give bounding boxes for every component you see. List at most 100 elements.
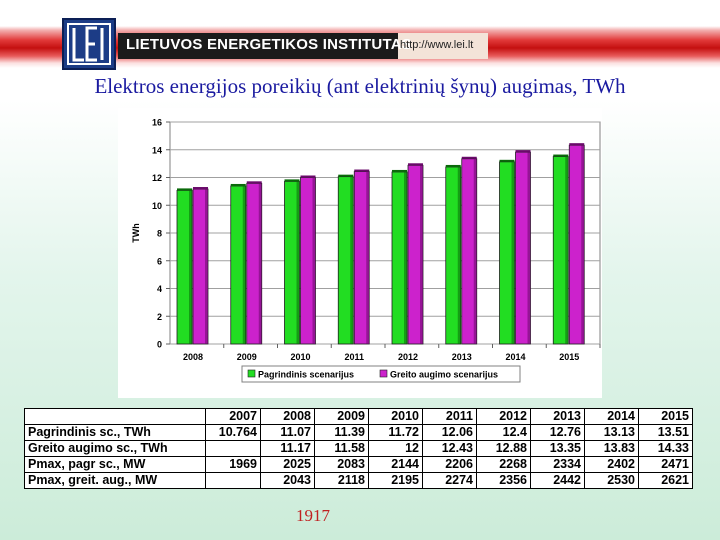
table-cell: 2009 — [314, 408, 369, 425]
bar-shade — [350, 176, 354, 344]
y-tick-label: 2 — [157, 312, 162, 322]
table-cell: 11.58 — [314, 440, 369, 457]
table-cell: 2530 — [584, 472, 639, 489]
bar-shade — [473, 158, 477, 344]
table-cell: 11.72 — [368, 424, 423, 441]
table-cell: 2083 — [314, 456, 369, 473]
y-tick-label: 4 — [157, 284, 162, 294]
table-cell: 2007 — [205, 408, 261, 425]
y-tick-label: 0 — [157, 340, 162, 350]
bar-top — [569, 143, 585, 146]
institute-logo — [62, 18, 116, 70]
y-tick-label: 8 — [157, 229, 162, 239]
bar-shade — [527, 152, 531, 344]
bar-top — [338, 174, 354, 177]
banner-name-strip — [118, 33, 398, 59]
bar-top — [408, 163, 423, 166]
table-body: 2007 2008 2009 2010 2011 2012 2013 2014 2015 Pagr… — [24, 408, 693, 489]
x-tick-label: 2014 — [505, 352, 525, 362]
y-tick-label: 16 — [152, 118, 162, 128]
table-cell: 2621 — [638, 472, 693, 489]
bar-shade — [511, 161, 515, 344]
bar-shade — [366, 171, 370, 344]
bar-shade — [420, 165, 423, 344]
bar-shade — [296, 181, 300, 344]
x-tick-label: 2009 — [237, 352, 257, 362]
table-header-row: 2007 2008 2009 2010 2011 2012 2013 2014 2015 — [24, 408, 693, 425]
table-cell: 2442 — [530, 472, 585, 489]
table-cell: 2011 — [422, 408, 477, 425]
table-cell: 2010 — [368, 408, 423, 425]
table-row: Pmax, greit. aug., MW 2043 2118 2195 2274 235… — [24, 472, 693, 489]
table-cell: 13.51 — [638, 424, 693, 441]
bar-top — [499, 159, 515, 162]
bar-shade — [189, 190, 192, 344]
bar-shade — [565, 156, 569, 344]
bar-top — [246, 181, 262, 184]
bar-shade — [581, 145, 585, 344]
table-cell — [205, 440, 261, 457]
bar-shade — [258, 183, 262, 344]
table-cell: 2043 — [260, 472, 315, 489]
banner-url-strip — [398, 33, 488, 59]
row-label: Greito augimo sc., TWh — [24, 440, 206, 457]
org-name: LIETUVOS ENERGETIKOS INSTITUTAS — [126, 36, 412, 53]
table-cell: 2334 — [530, 456, 585, 473]
x-tick-label: 2015 — [559, 352, 579, 362]
table-cell: 12.06 — [422, 424, 477, 441]
table-cell: 2471 — [638, 456, 693, 473]
table-cell: 11.17 — [260, 440, 315, 457]
row-label — [24, 408, 206, 425]
table-cell: 2274 — [422, 472, 477, 489]
x-tick-label: 2010 — [290, 352, 310, 362]
bar-top — [177, 188, 192, 191]
bar-top — [300, 175, 316, 178]
bar-shade — [404, 171, 407, 344]
y-tick-label: 6 — [157, 256, 162, 266]
logo-icon — [67, 23, 111, 65]
org-url[interactable]: http://www.lei.lt — [400, 39, 474, 51]
table-cell: 12.43 — [422, 440, 477, 457]
data-table: 2007 2008 2009 2010 2011 2012 2013 2014 2015 Pagr… — [24, 408, 693, 489]
table-cell: 2015 — [638, 408, 693, 425]
table-cell: 2402 — [584, 456, 639, 473]
bar-top — [445, 164, 461, 167]
table-cell: 2144 — [368, 456, 423, 473]
table-cell: 2013 — [530, 408, 585, 425]
table-cell: 12.76 — [530, 424, 585, 441]
y-axis-label: TWh — [131, 223, 141, 243]
table-cell: 13.83 — [584, 440, 639, 457]
table-cell: 2356 — [476, 472, 531, 489]
table-cell: 13.13 — [584, 424, 639, 441]
table-cell: 10.764 — [205, 424, 261, 441]
bar-top — [193, 187, 208, 190]
table-cell: 2012 — [476, 408, 531, 425]
legend-label: Greito augimo scenarijus — [390, 370, 498, 380]
row-label: Pagrindinis sc., TWh — [24, 424, 206, 441]
bar-top — [354, 169, 370, 172]
y-tick-label: 10 — [152, 201, 162, 211]
slide-title: Elektros energijos poreikių (ant elektri… — [94, 74, 626, 98]
x-tick-label: 2013 — [452, 352, 472, 362]
x-tick-label: 2011 — [344, 352, 364, 362]
y-tick-label: 12 — [152, 173, 162, 183]
bar-shade — [457, 166, 461, 344]
table-cell: 2268 — [476, 456, 531, 473]
bar-top — [553, 154, 569, 157]
bar-top — [515, 150, 531, 153]
row-label: Pmax, pagr sc., MW — [24, 456, 206, 473]
table-cell: 12.4 — [476, 424, 531, 441]
table-row: Pagrindinis sc., TWh 10.764 11.07 11.39 11.7… — [24, 424, 693, 441]
bar-chart: 0 2 4 6 8 10 12 14 16 TWh 2008 2009 2010 2011 2012 2013… — [118, 108, 602, 398]
legend-label: Pagrindinis scenarijus — [258, 370, 354, 380]
page-number: 1917 — [296, 506, 330, 525]
x-tick-label: 2008 — [183, 352, 203, 362]
table-cell: 2195 — [368, 472, 423, 489]
table-row: Greito augimo sc., TWh 11.17 11.58 12 12.43 1… — [24, 440, 693, 457]
table-cell: 14.33 — [638, 440, 693, 457]
table-row: Pmax, pagr sc., MW 1969 2025 2083 2144 2206 22… — [24, 456, 693, 473]
chart-canvas: 0 2 4 6 8 10 12 14 16 TWh 2008 2009 2010 2011 2012 2013… — [131, 118, 601, 383]
table-cell: 11.39 — [314, 424, 369, 441]
table-cell: 2025 — [260, 456, 315, 473]
row-label: Pmax, greit. aug., MW — [24, 472, 206, 489]
